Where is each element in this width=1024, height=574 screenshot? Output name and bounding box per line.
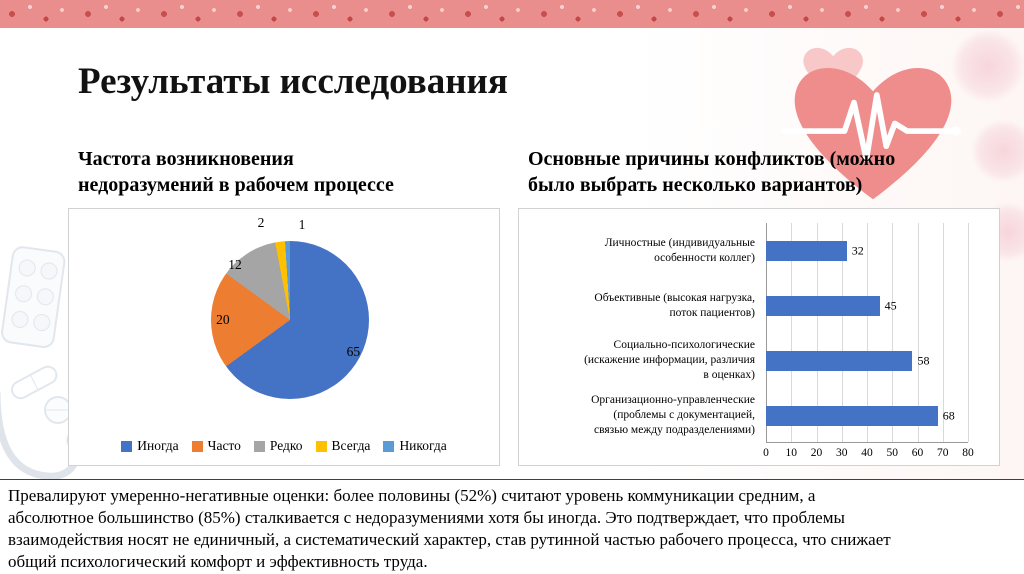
legend-swatch-icon (315, 440, 327, 452)
axis-tick-label: 20 (810, 447, 823, 459)
legend-swatch-icon (383, 440, 395, 452)
pills-icon (0, 232, 80, 437)
pie-legend: Иногда Часто Редко Всегда Никогда (69, 438, 499, 454)
axis-tick-label: 70 (937, 447, 949, 459)
axis-tick-label: 0 (763, 447, 769, 459)
legend-item: Всегда (315, 438, 371, 454)
bar-category-labels: Личностные (индивидуальные особенности к… (525, 223, 761, 443)
gridline (791, 223, 793, 442)
gridline (942, 223, 944, 442)
legend-label: Часто (207, 438, 241, 453)
axis-tick-label: 50 (886, 447, 899, 459)
page-title: Результаты исследования (78, 61, 508, 102)
heart-ecg-icon (778, 40, 968, 210)
legend-swatch-icon (121, 440, 133, 452)
gridline (892, 223, 894, 442)
legend-item: Часто (191, 438, 241, 454)
bar-category-label: Личностные (индивидуальные особенности к… (604, 236, 755, 264)
gridline (867, 223, 868, 442)
legend-swatch-icon (191, 440, 203, 452)
bar (766, 295, 880, 316)
bar-category-label: Социально-психологические (искажение инф… (584, 339, 755, 381)
legend-swatch-icon (253, 440, 265, 452)
pie-chart-area: 65 20 12 2 1 (69, 209, 499, 465)
axis-tick-label: 30 (836, 447, 848, 459)
axis-tick-label: 40 (861, 447, 873, 459)
bar (766, 350, 913, 371)
gridline (841, 223, 843, 442)
axis-tick-label: 60 (911, 447, 924, 459)
pie-value-label: 20 (216, 312, 230, 327)
flower-icon (972, 120, 1024, 182)
bar-value-label: 32 (851, 243, 864, 257)
bar-value-label: 45 (884, 298, 897, 312)
gridline (968, 223, 969, 442)
bar-category-label: Организационно-управленческие (проблемы … (591, 394, 755, 436)
pie-chart-panel: 65 20 12 2 1 Иногда Часто Редко Всегда Никогда (68, 208, 500, 466)
gridline (766, 223, 767, 442)
bar (766, 405, 938, 426)
bar (766, 240, 847, 261)
bar-value-label: 68 (942, 408, 955, 422)
conclusion-text: Превалируют умеренно-негативные оценки: … (0, 479, 1024, 574)
legend-label: Всегда (331, 438, 371, 453)
pie-value-label: 65 (346, 344, 361, 360)
bar-category-label: Объективные (высокая нагрузка, поток пац… (594, 291, 755, 319)
bar-chart-heading: Основные причины конфликтов (можно было … (528, 148, 896, 196)
legend-item: Иногда (121, 438, 179, 454)
pie-value-label: 12 (228, 257, 242, 272)
bar-value-label: 58 (917, 353, 930, 367)
axis-tick-label: 80 (962, 447, 974, 459)
legend-label: Редко (269, 438, 303, 453)
legend-label: Никогда (399, 438, 447, 453)
pie-chart-heading: Частота возникновения недоразумений в ра… (78, 148, 394, 196)
bar-chart-plot-area: 32 45 58 68 (766, 223, 969, 443)
top-border-pattern-icon (0, 0, 1024, 28)
legend-label: Иногда (137, 438, 179, 453)
pie-value-label: 2 (257, 215, 265, 230)
bar-chart-panel: Личностные (индивидуальные особенности к… (518, 208, 1000, 466)
legend-item: Редко (253, 438, 303, 454)
axis-tick-label: 10 (785, 447, 798, 459)
pie-value-label: 1 (298, 217, 306, 232)
pie-chart (211, 241, 369, 399)
gridline (917, 223, 919, 442)
legend-item: Никогда (383, 438, 447, 454)
flower-icon (952, 30, 1024, 102)
gridline (816, 223, 818, 442)
